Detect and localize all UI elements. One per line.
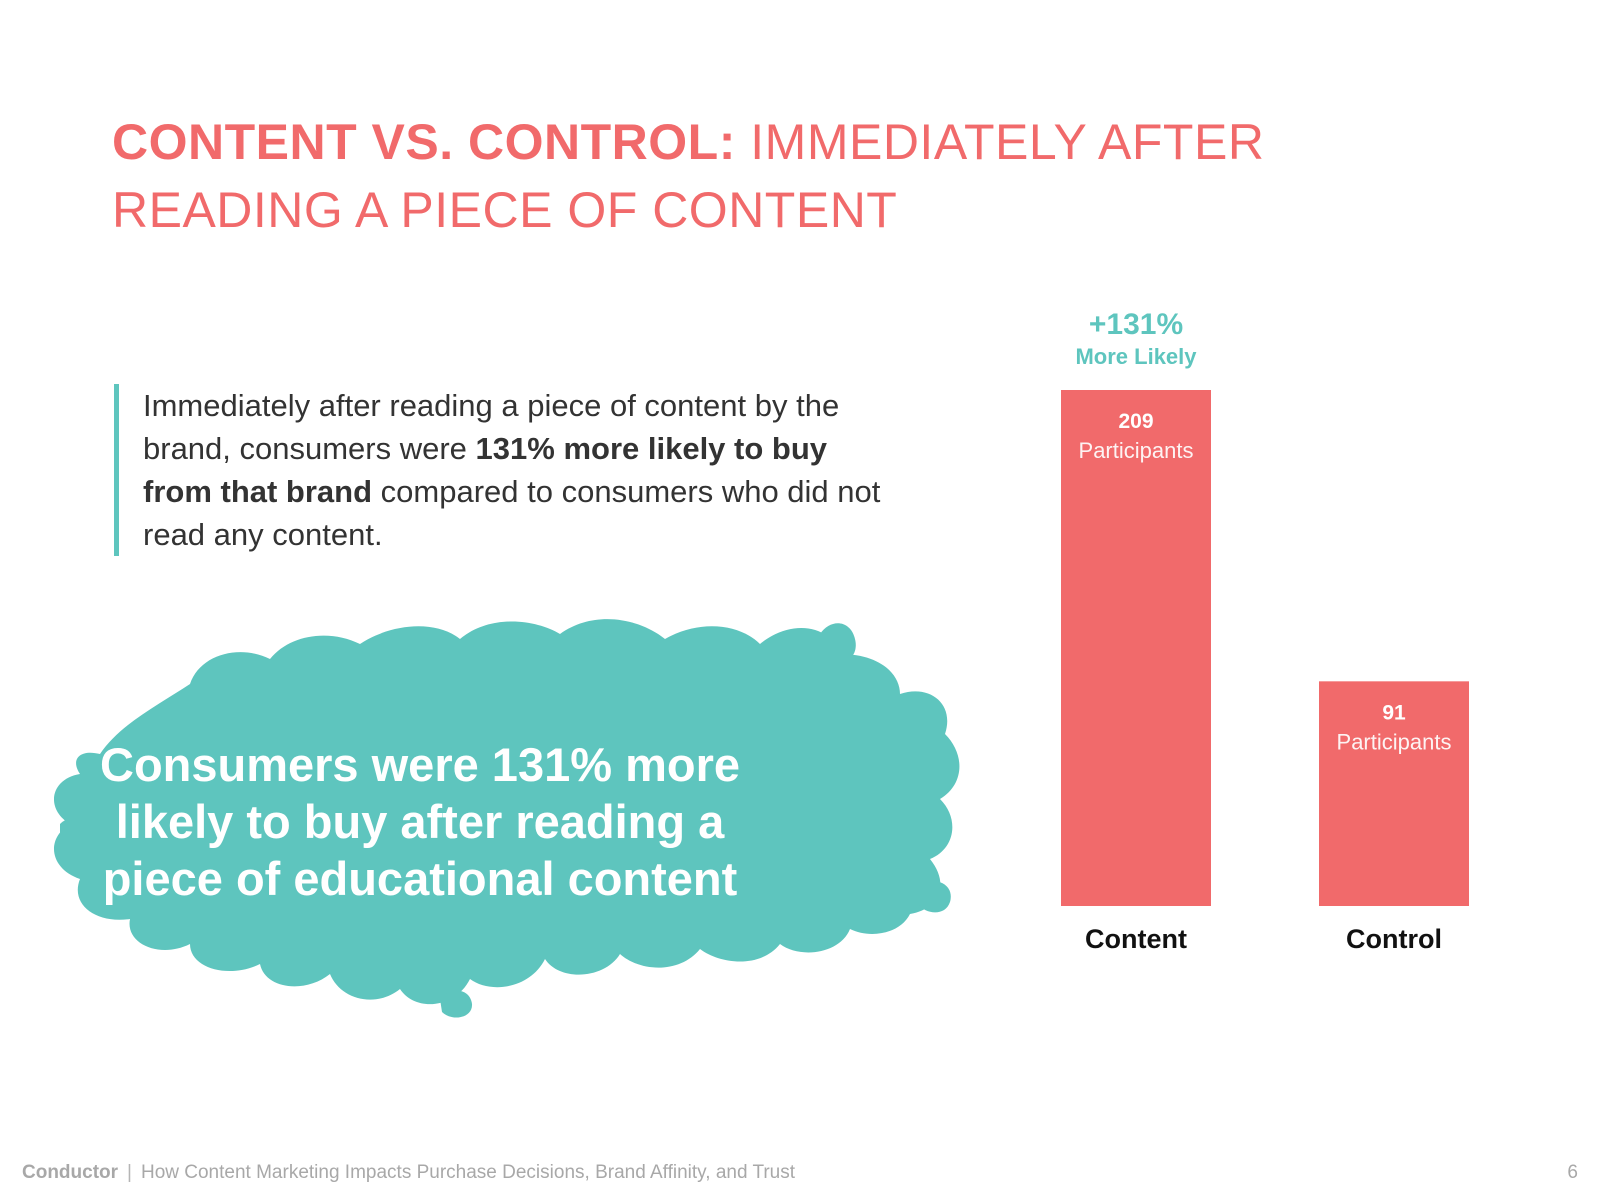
footer-text: How Content Marketing Impacts Purchase D… bbox=[140, 1162, 796, 1183]
body-quote: Immediately after reading a piece of con… bbox=[114, 384, 903, 556]
page-number: 6 bbox=[1567, 1162, 1578, 1183]
footer: Conductor | How Content Marketing Impacts … bbox=[22, 1162, 1522, 1184]
body-text-part1: Immediately after reading a piece of con… bbox=[143, 388, 840, 466]
bar-value-label: 91 bbox=[1382, 701, 1406, 724]
brush-splash bbox=[53, 619, 960, 1018]
bar-unit-label: Participants bbox=[1079, 438, 1194, 463]
x-tick-label: Control bbox=[1346, 924, 1442, 954]
annotation-value: +131% bbox=[1089, 308, 1183, 341]
callout-text: Consumers were 131% more likely to buy a… bbox=[100, 738, 741, 905]
bar-value-label: 209 bbox=[1118, 410, 1153, 433]
bar-control bbox=[1319, 681, 1469, 906]
title-light: IMMEDIATELY AFTER READING A PIECE OF CON… bbox=[112, 114, 1265, 238]
body-text-part2: compared to consumers who did not read a… bbox=[143, 474, 881, 552]
bar-content bbox=[1061, 390, 1211, 906]
body-text-bold: 131% more likely to buy from that brand bbox=[143, 431, 828, 509]
page-title: CONTENT VS. CONTROL: IMMEDIATELY AFTER R… bbox=[112, 108, 1292, 244]
x-tick-label: Content bbox=[1085, 924, 1187, 954]
title-bold: CONTENT VS. CONTROL: bbox=[112, 114, 736, 170]
footer-brand: Conductor bbox=[22, 1162, 119, 1183]
annotation-label: More Likely bbox=[1075, 344, 1197, 369]
bar-unit-label: Participants bbox=[1337, 729, 1452, 754]
footer-separator: | bbox=[127, 1162, 132, 1183]
bar-chart: 209 Participants Content 91 Participants Cont… bbox=[1061, 308, 1469, 954]
